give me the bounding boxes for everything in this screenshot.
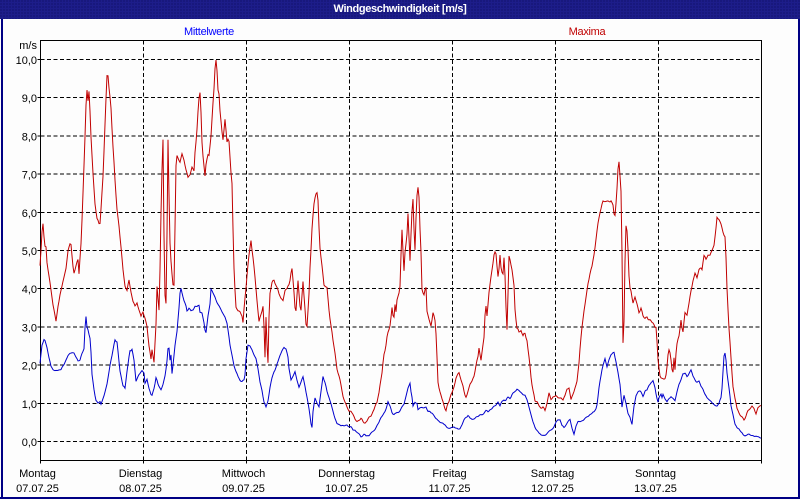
svg-text:Freitag: Freitag	[432, 468, 466, 480]
svg-text:9,0: 9,0	[22, 93, 37, 105]
svg-text:6,0: 6,0	[22, 208, 37, 220]
svg-text:12.07.25: 12.07.25	[531, 483, 574, 495]
svg-text:Samstag: Samstag	[531, 468, 574, 480]
svg-text:Mittwoch: Mittwoch	[222, 468, 265, 480]
svg-text:Montag: Montag	[19, 468, 56, 480]
svg-text:4,0: 4,0	[22, 284, 37, 296]
svg-text:1,0: 1,0	[22, 399, 37, 411]
svg-text:13.07.25: 13.07.25	[634, 483, 677, 495]
svg-text:8,0: 8,0	[22, 131, 37, 143]
svg-text:09.07.25: 09.07.25	[222, 483, 265, 495]
svg-text:m/s: m/s	[19, 40, 37, 52]
svg-text:0,0: 0,0	[22, 437, 37, 449]
svg-text:2,0: 2,0	[22, 361, 37, 373]
svg-text:Donnerstag: Donnerstag	[318, 468, 375, 480]
svg-text:Sonntag: Sonntag	[635, 468, 676, 480]
svg-text:5,0: 5,0	[22, 246, 37, 258]
svg-text:3,0: 3,0	[22, 322, 37, 334]
svg-text:10.07.25: 10.07.25	[325, 483, 368, 495]
svg-text:Mittelwerte: Mittelwerte	[184, 26, 234, 38]
svg-text:07.07.25: 07.07.25	[16, 483, 59, 495]
svg-text:11.07.25: 11.07.25	[428, 483, 470, 495]
svg-text:Dienstag: Dienstag	[119, 468, 162, 480]
svg-text:7,0: 7,0	[22, 170, 37, 182]
svg-text:Maxima: Maxima	[569, 26, 607, 38]
svg-text:08.07.25: 08.07.25	[119, 483, 162, 495]
svg-text:10,0: 10,0	[16, 55, 37, 67]
